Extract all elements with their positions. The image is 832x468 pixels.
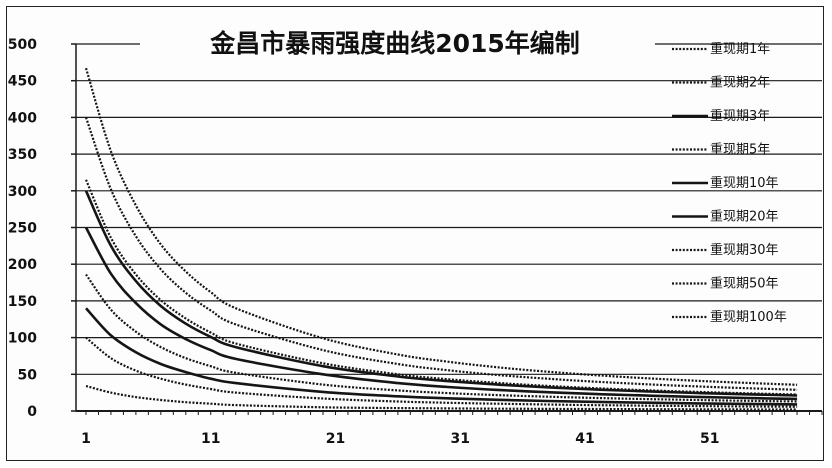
legend-label: 重现期20年 <box>710 209 779 225</box>
legend-label: 重现期3年 <box>710 108 770 124</box>
y-tick-label: 200 <box>8 257 37 273</box>
series-line <box>84 117 798 391</box>
y-tick-label: 0 <box>27 404 37 420</box>
x-tick-label: 11 <box>201 431 220 447</box>
y-tick-label: 150 <box>8 294 37 310</box>
chart-title-background <box>140 26 655 60</box>
legend-label: 重现期10年 <box>710 175 779 191</box>
series-line <box>85 307 798 406</box>
legend-label: 重现期2年 <box>710 75 770 91</box>
y-tick-label: 400 <box>8 110 37 126</box>
y-tick-label: 100 <box>8 331 37 347</box>
legend-label: 重现期30年 <box>710 242 779 258</box>
series-line <box>84 67 798 386</box>
y-tick-label: 450 <box>8 74 37 90</box>
legend-label: 重现期100年 <box>710 309 787 325</box>
legend-label: 重现期5年 <box>710 142 770 158</box>
series-layer <box>84 67 798 411</box>
series-line <box>85 336 798 408</box>
series-line <box>84 226 798 401</box>
grid-layer <box>76 43 822 412</box>
y-tick-label: 250 <box>8 221 37 237</box>
series-line <box>84 190 798 397</box>
legend-label: 重现期50年 <box>710 276 779 292</box>
y-tick-label: 300 <box>8 184 37 200</box>
y-tick-label: 50 <box>18 367 38 383</box>
series-line <box>84 179 798 396</box>
series-line <box>85 384 798 411</box>
legend-label: 重现期1年 <box>710 41 770 57</box>
x-tick-label: 21 <box>326 431 345 447</box>
x-tick-label: 51 <box>700 431 719 447</box>
y-tick-label: 500 <box>8 37 37 53</box>
x-tick-label: 41 <box>575 431 594 447</box>
series-line <box>85 273 798 403</box>
x-tick-label: 31 <box>450 431 469 447</box>
y-tick-label: 350 <box>8 147 37 163</box>
x-tick-label: 1 <box>81 431 91 447</box>
chart-title: 金昌市暴雨强度曲线2015年编制 <box>209 29 580 58</box>
legend-layer: 重现期1年重现期2年重现期3年重现期5年重现期10年重现期20年重现期30年重现… <box>672 41 787 325</box>
